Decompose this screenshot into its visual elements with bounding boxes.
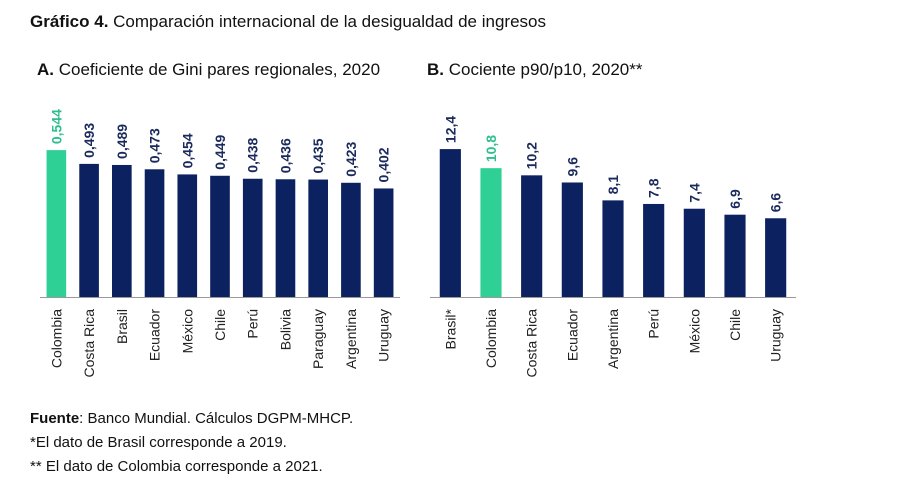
panel-b-title-text: Cociente p90/p10, 2020** [444, 60, 643, 79]
value-label-argentina: 8,1 [605, 175, 621, 195]
bar-colombia [480, 168, 502, 297]
category-label-costa-rica: Costa Rica [524, 309, 540, 378]
value-label-mexico: 0,454 [179, 133, 195, 168]
category-label-ecuador: Ecuador [147, 309, 163, 361]
bar-paraguay [308, 179, 328, 297]
bar-colombia [46, 150, 67, 297]
category-label-mexico: México [686, 309, 702, 354]
figure-title-text: Comparación internacional de la desigual… [108, 12, 546, 31]
bar-costa-rica [521, 175, 543, 297]
bar-mexico [683, 208, 705, 297]
value-label-ecuador: 9,6 [564, 157, 580, 177]
figure-title: Gráfico 4. Comparación internacional de … [30, 12, 546, 32]
bar-ecuador [144, 169, 165, 297]
value-label-brasil: 0,489 [114, 124, 130, 159]
bar-bolivia [275, 179, 296, 297]
footer-note-colombia: ** El dato de Colombia corresponde a 202… [30, 458, 323, 475]
value-label-peru: 0,438 [245, 137, 261, 172]
category-label-brasil: Brasil* [442, 308, 458, 349]
bar-peru [643, 203, 665, 297]
category-label-colombia: Colombia [483, 309, 499, 368]
value-label-colombia: 10,8 [483, 135, 499, 162]
category-label-chile: Chile [727, 309, 743, 341]
category-label-uruguay: Uruguay [376, 309, 392, 362]
bar-peru [242, 178, 263, 297]
gini-bar-chart: 0,544 Colombia 0,493 Costa Rica 0,489 Brasil 0… [40, 109, 400, 378]
bar-mexico [177, 174, 198, 297]
panel-a-title-text: Coeficiente de Gini pares regionales, 20… [54, 60, 381, 79]
value-label-peru: 7,8 [646, 178, 662, 198]
bar-argentina [602, 200, 624, 297]
category-label-chile: Chile [212, 309, 228, 341]
bar-uruguay [765, 218, 787, 297]
value-label-uruguay: 6,6 [768, 193, 784, 213]
category-label-paraguay: Paraguay [310, 309, 326, 369]
bar-costa-rica [79, 163, 99, 297]
category-label-colombia: Colombia [48, 309, 64, 368]
footer-source: Fuente: Banco Mundial. Cálculos DGPM-MHC… [30, 410, 353, 427]
value-label-uruguay: 0,402 [376, 147, 392, 182]
value-label-chile: 0,449 [212, 135, 228, 170]
category-label-costa-rica: Costa Rica [81, 309, 97, 378]
value-label-brasil: 12,4 [442, 116, 458, 143]
category-label-ecuador: Ecuador [564, 309, 580, 361]
panel-a-title: A. Coeficiente de Gini pares regionales,… [37, 58, 382, 81]
value-label-ecuador: 0,473 [147, 128, 163, 163]
category-label-peru: Perú [245, 309, 261, 339]
category-label-uruguay: Uruguay [768, 309, 784, 362]
footer-note-brasil: *El dato de Brasil corresponde a 2019. [30, 434, 287, 451]
value-label-costa-rica: 10,2 [524, 142, 540, 169]
bar-brasil [439, 149, 461, 297]
bar-chile [724, 214, 746, 297]
footer-source-label: Fuente [30, 410, 80, 427]
bar-chile [210, 175, 230, 297]
category-label-peru: Perú [646, 309, 662, 339]
category-label-argentina: Argentina [343, 309, 359, 369]
value-label-mexico: 7,4 [686, 183, 702, 203]
value-label-argentina: 0,423 [343, 142, 359, 177]
value-label-paraguay: 0,435 [310, 138, 326, 173]
category-label-argentina: Argentina [605, 309, 621, 369]
bar-uruguay [373, 188, 394, 297]
value-label-colombia: 0,544 [48, 109, 64, 144]
p90-p10-bar-chart: 12,4 Brasil* 10,8 Colombia 10,2 Costa Rica 9,6… [430, 116, 796, 378]
panel-b-title: B. Cociente p90/p10, 2020** [427, 58, 747, 81]
bar-ecuador [561, 182, 583, 297]
panel-b-letter: B. [427, 60, 444, 79]
category-label-brasil: Brasil [114, 309, 130, 344]
value-label-chile: 6,9 [727, 189, 743, 209]
bar-brasil [112, 164, 132, 297]
value-label-bolivia: 0,436 [277, 138, 293, 173]
value-label-costa-rica: 0,493 [81, 123, 97, 158]
figure-title-number: Gráfico 4. [30, 12, 109, 31]
category-label-bolivia: Bolivia [277, 309, 293, 350]
panel-a-letter: A. [37, 60, 54, 79]
footer-source-text: : Banco Mundial. Cálculos DGPM-MHCP. [79, 410, 354, 427]
bar-argentina [341, 182, 361, 297]
category-label-mexico: México [179, 309, 195, 354]
